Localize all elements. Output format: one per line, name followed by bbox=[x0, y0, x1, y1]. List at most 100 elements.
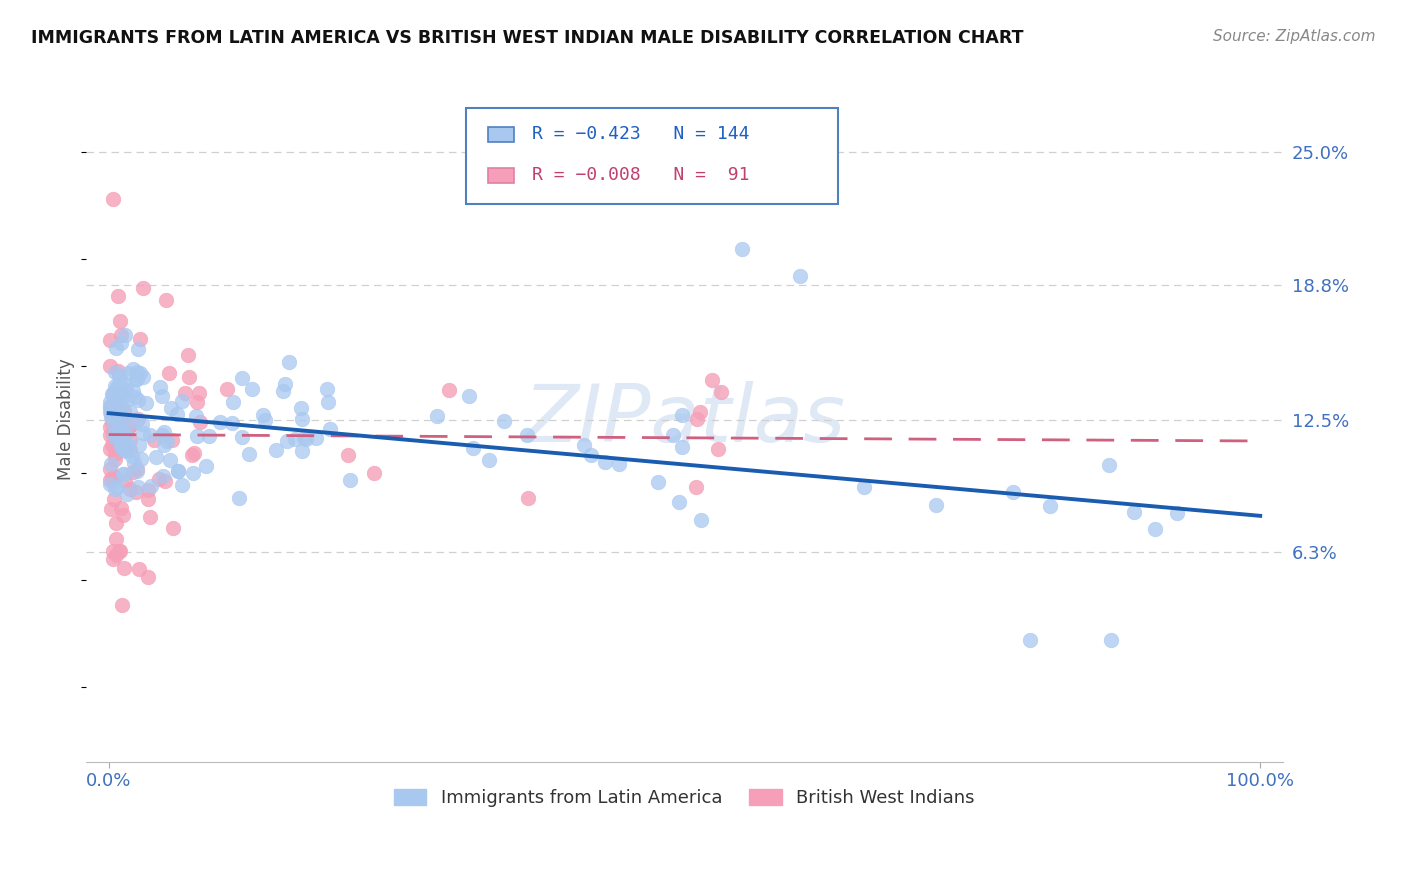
FancyBboxPatch shape bbox=[467, 108, 838, 204]
Point bbox=[108, 314, 131, 328]
Point bbox=[114, 444, 136, 458]
Point bbox=[276, 434, 298, 448]
Point bbox=[517, 491, 540, 505]
Point bbox=[128, 438, 150, 452]
Point bbox=[124, 390, 146, 404]
Point bbox=[103, 417, 125, 432]
Point bbox=[115, 487, 138, 501]
Point bbox=[160, 401, 183, 416]
Point bbox=[100, 458, 122, 472]
Point bbox=[316, 382, 339, 396]
Point bbox=[136, 483, 159, 497]
Point bbox=[789, 269, 811, 284]
Point bbox=[103, 192, 125, 206]
Point bbox=[188, 386, 211, 401]
Point bbox=[111, 467, 134, 482]
Point bbox=[139, 510, 162, 524]
Point bbox=[103, 491, 125, 506]
Legend: Immigrants from Latin America, British West Indians: Immigrants from Latin America, British W… bbox=[387, 781, 983, 814]
Point bbox=[127, 365, 149, 379]
Point bbox=[184, 409, 207, 424]
Point bbox=[458, 389, 481, 403]
Point bbox=[295, 432, 318, 446]
Point bbox=[104, 549, 127, 563]
Point bbox=[478, 453, 501, 467]
Point bbox=[707, 442, 730, 457]
Point bbox=[112, 561, 135, 575]
Point bbox=[100, 409, 122, 424]
Text: IMMIGRANTS FROM LATIN AMERICA VS BRITISH WEST INDIAN MALE DISABILITY CORRELATION: IMMIGRANTS FROM LATIN AMERICA VS BRITISH… bbox=[31, 29, 1024, 46]
Text: R = −0.008   N =  91: R = −0.008 N = 91 bbox=[533, 166, 749, 185]
Point bbox=[98, 395, 121, 409]
Point bbox=[114, 328, 136, 343]
Point bbox=[104, 532, 127, 546]
Point bbox=[155, 293, 177, 307]
Point bbox=[316, 394, 339, 409]
Point bbox=[339, 473, 361, 487]
Point bbox=[103, 398, 125, 412]
Point bbox=[671, 408, 693, 422]
Point bbox=[853, 480, 876, 494]
Point bbox=[114, 383, 136, 397]
Point bbox=[98, 473, 121, 487]
Point bbox=[925, 498, 948, 512]
Point bbox=[114, 382, 136, 396]
Point bbox=[595, 455, 617, 469]
Point bbox=[1099, 632, 1122, 647]
Point bbox=[231, 430, 253, 444]
Point bbox=[710, 384, 733, 399]
Point bbox=[426, 409, 449, 424]
Point bbox=[238, 447, 260, 461]
Point bbox=[100, 438, 122, 452]
Point bbox=[166, 407, 188, 421]
Point bbox=[118, 405, 141, 419]
Point bbox=[110, 335, 132, 350]
Point bbox=[100, 501, 122, 516]
Point bbox=[122, 456, 145, 470]
Point bbox=[1122, 505, 1144, 519]
Point bbox=[159, 453, 181, 467]
Point bbox=[129, 452, 152, 467]
Point bbox=[104, 516, 127, 530]
Point bbox=[1039, 499, 1062, 513]
Text: ZIPatlas: ZIPatlas bbox=[523, 381, 845, 458]
Point bbox=[132, 281, 155, 295]
Point bbox=[150, 389, 173, 403]
Point bbox=[1018, 632, 1040, 647]
Point bbox=[100, 408, 122, 422]
Point bbox=[98, 428, 121, 442]
Point bbox=[98, 420, 121, 434]
Point bbox=[112, 427, 135, 442]
Point bbox=[291, 443, 314, 458]
Point bbox=[1143, 522, 1166, 536]
Point bbox=[107, 364, 129, 378]
Point bbox=[100, 471, 122, 485]
Point bbox=[173, 385, 195, 400]
Point bbox=[114, 474, 136, 488]
Point bbox=[100, 407, 122, 421]
Point bbox=[110, 392, 132, 407]
Point bbox=[319, 422, 342, 436]
Point bbox=[186, 429, 208, 443]
Point bbox=[463, 441, 485, 455]
Point bbox=[104, 482, 127, 496]
Point bbox=[104, 447, 127, 461]
Point bbox=[240, 382, 263, 396]
Point bbox=[1166, 506, 1188, 520]
Point bbox=[136, 569, 159, 583]
Point bbox=[127, 342, 149, 356]
Point bbox=[128, 562, 150, 576]
Point bbox=[118, 419, 141, 434]
Point bbox=[103, 469, 125, 483]
Point bbox=[120, 433, 142, 447]
Point bbox=[129, 332, 152, 346]
Point bbox=[100, 401, 122, 415]
Point bbox=[222, 394, 245, 409]
Point bbox=[110, 386, 132, 401]
Point bbox=[685, 480, 707, 494]
Point bbox=[336, 448, 359, 462]
Point bbox=[157, 366, 180, 380]
Point bbox=[690, 513, 713, 527]
Point bbox=[117, 366, 139, 380]
Point bbox=[111, 598, 134, 612]
